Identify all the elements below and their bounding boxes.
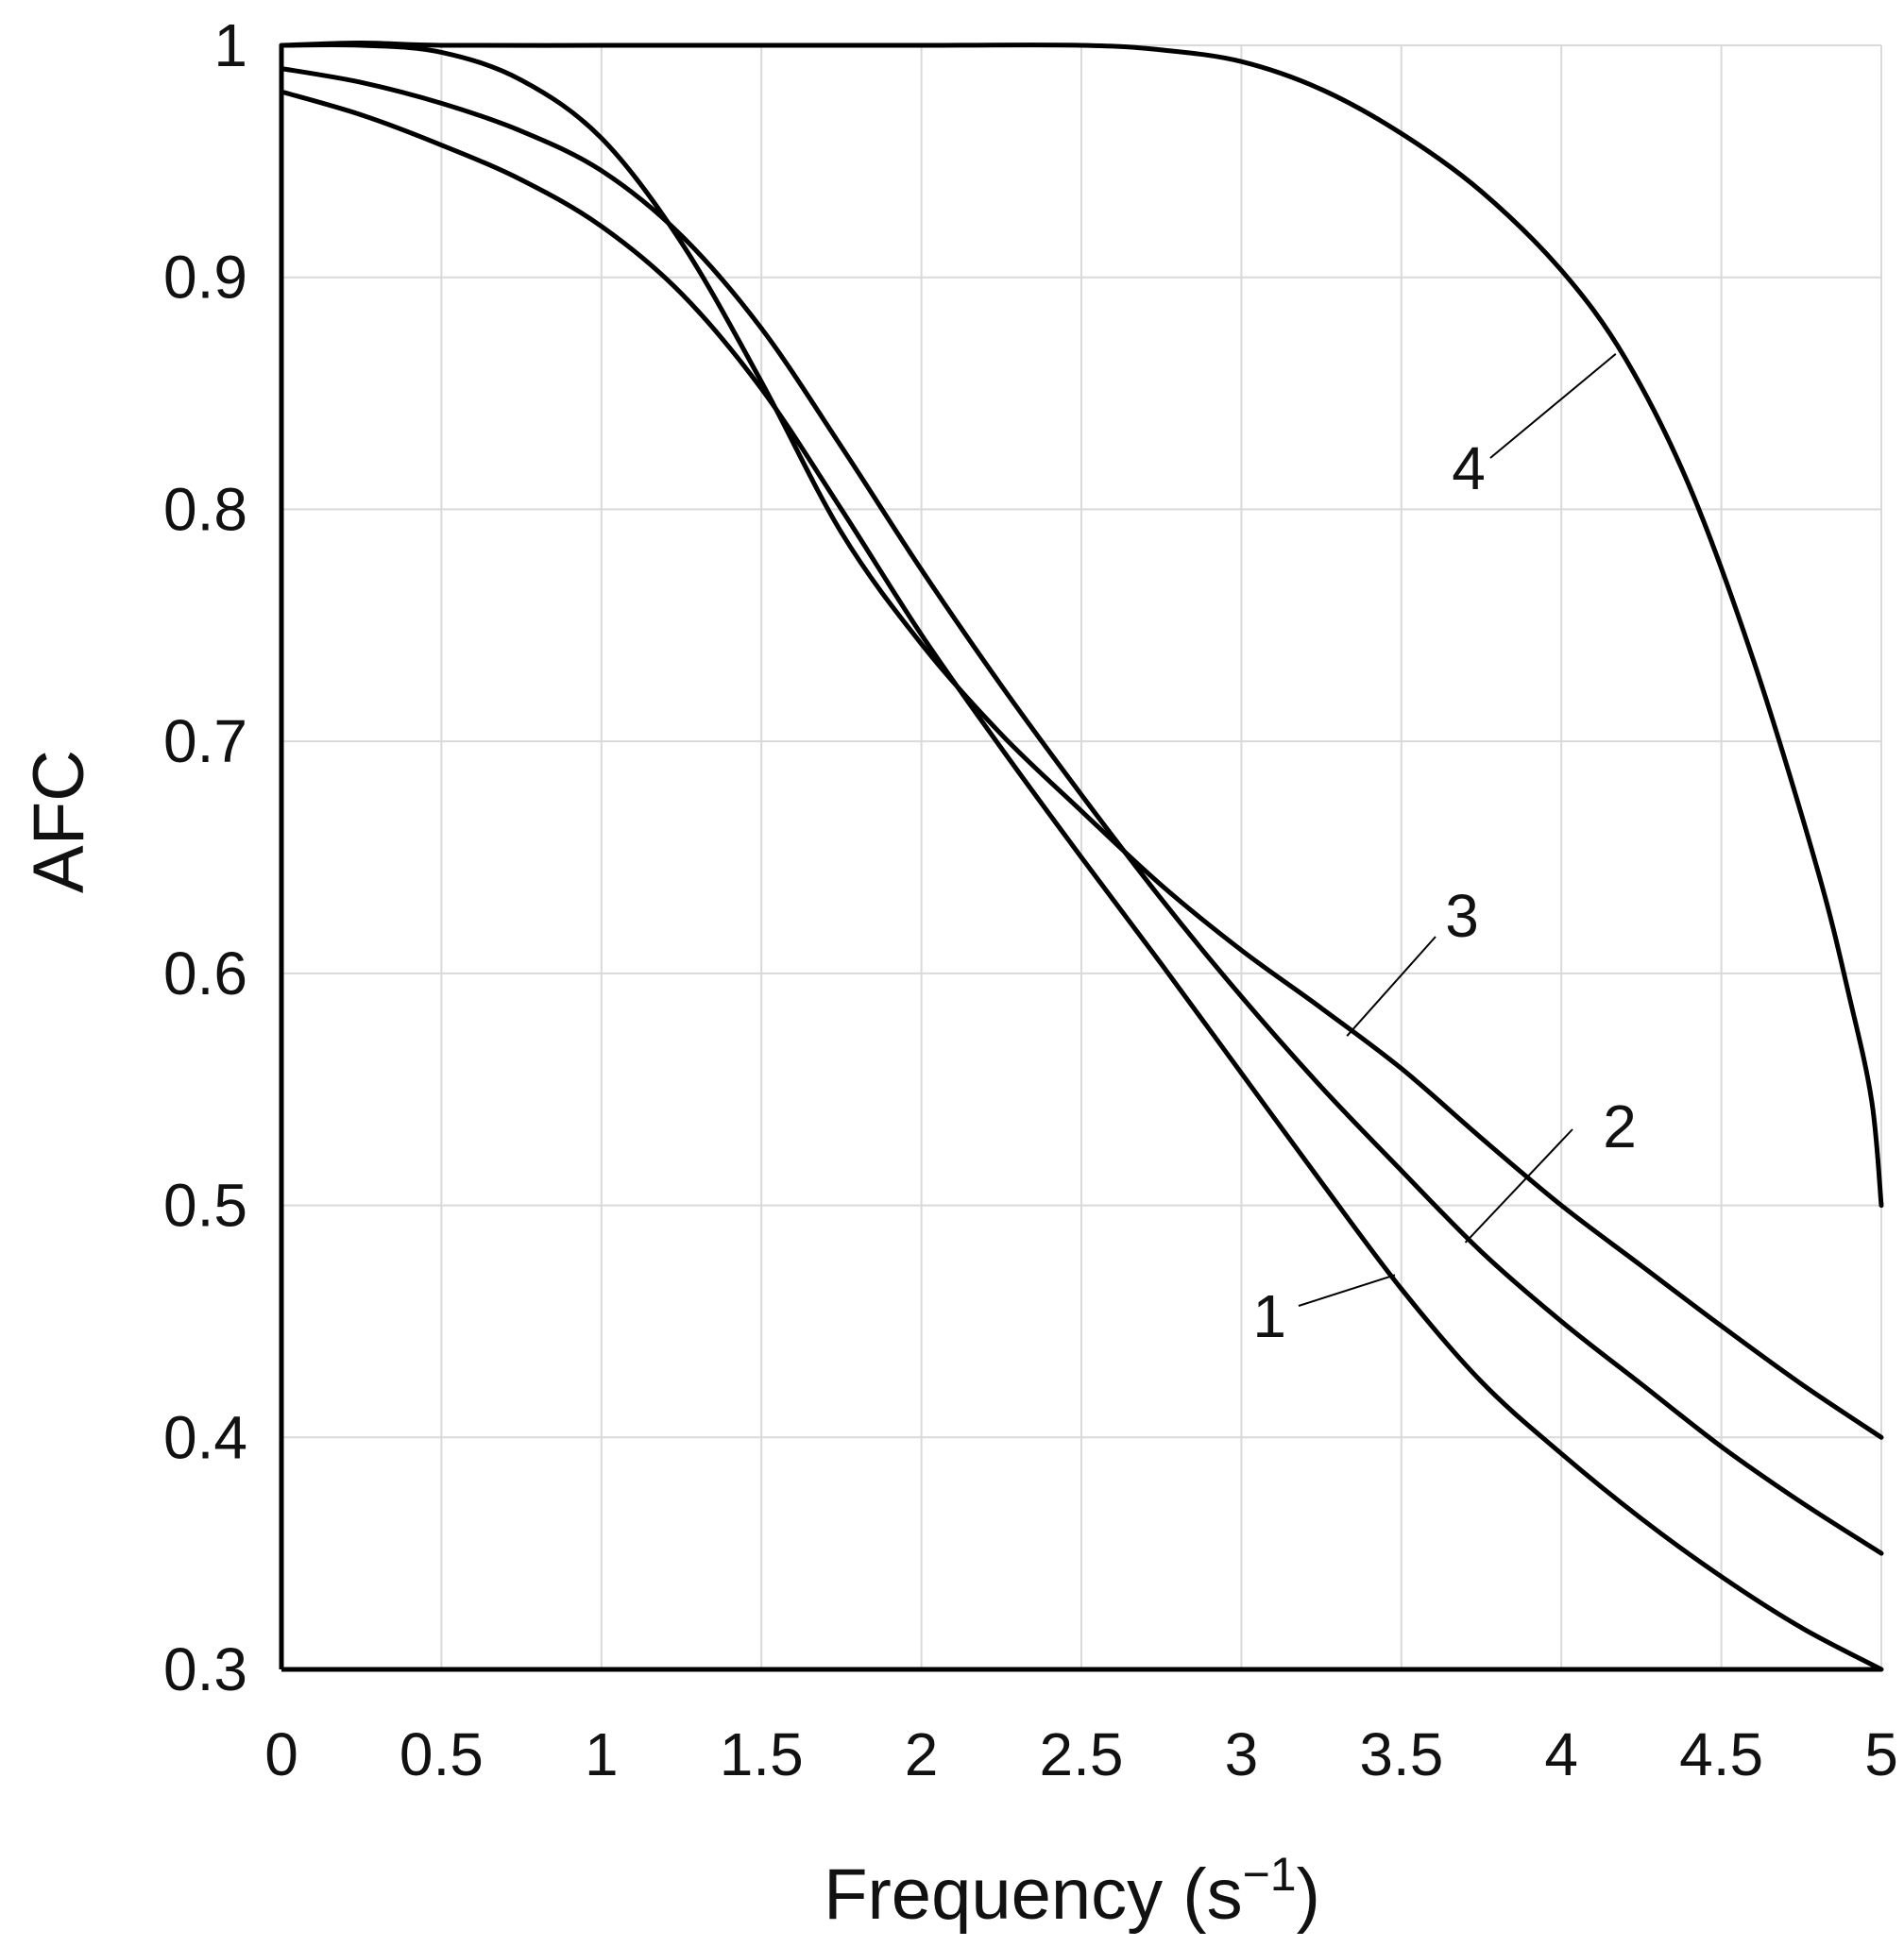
y-tick-label: 0.9 (163, 244, 247, 312)
leader-line-1 (1298, 1274, 1396, 1307)
axes (279, 45, 1881, 1672)
series-annotations: 1 2 3 4 (1252, 353, 1637, 1350)
x-tick-label: 2 (905, 1720, 939, 1788)
series-label-4: 4 (1452, 434, 1486, 502)
x-tick-label: 1.5 (720, 1720, 804, 1788)
series-layer (279, 41, 1884, 1672)
leader-line-4 (1489, 353, 1617, 459)
series-line-3 (279, 42, 1884, 1440)
y-tick-label: 0.5 (163, 1172, 247, 1240)
y-axis-title: AFC (19, 750, 99, 893)
x-tick-label: 4.5 (1679, 1720, 1763, 1788)
x-tick-label: 1 (585, 1720, 619, 1788)
x-tick-labels: 0 0.5 1 1.5 2 2.5 3 3.5 4 4.5 5 (264, 1720, 1898, 1788)
series-line-4 (279, 41, 1884, 1209)
series-line-2 (279, 66, 1884, 1556)
series-line-1 (279, 89, 1884, 1672)
y-tick-label: 0.6 (163, 940, 247, 1007)
x-tick-label: 5 (1864, 1720, 1898, 1788)
leader-line-2 (1464, 1128, 1573, 1244)
x-axis-title-superscript: −1 (1243, 1848, 1297, 1901)
series-label-2: 2 (1603, 1092, 1637, 1160)
y-tick-label: 0.8 (163, 475, 247, 543)
x-axis-title-close: ) (1297, 1854, 1320, 1935)
x-tick-label: 4 (1544, 1720, 1578, 1788)
x-tick-label: 3.5 (1359, 1720, 1443, 1788)
x-axis-title: Frequency (s−1) (824, 1848, 1320, 1935)
series-label-1: 1 (1252, 1282, 1286, 1350)
x-tick-label: 2.5 (1040, 1720, 1124, 1788)
y-tick-label: 0.7 (163, 707, 247, 775)
y-tick-label: 0.3 (163, 1635, 247, 1703)
x-tick-label: 0.5 (400, 1720, 484, 1788)
y-tick-label: 1 (213, 11, 247, 79)
x-tick-label: 3 (1225, 1720, 1259, 1788)
leader-line-3 (1346, 936, 1436, 1037)
y-tick-labels: 0.3 0.4 0.5 0.6 0.7 0.8 0.9 1 (163, 11, 247, 1703)
series-label-3: 3 (1445, 882, 1479, 950)
y-tick-label: 0.4 (163, 1403, 247, 1471)
x-tick-label: 0 (264, 1720, 298, 1788)
